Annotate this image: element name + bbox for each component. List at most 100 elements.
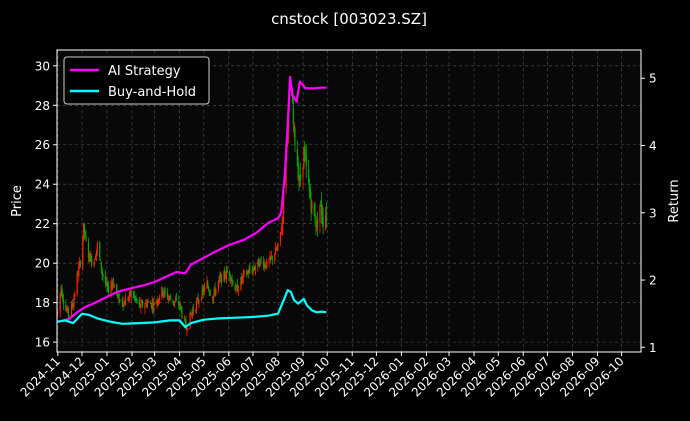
- candle-body: [157, 300, 159, 302]
- candle-body: [59, 293, 61, 313]
- candle-body: [266, 261, 268, 269]
- candle-body: [110, 285, 112, 293]
- candle-body: [260, 259, 262, 261]
- candle-body: [138, 300, 140, 305]
- candle-body: [136, 299, 138, 302]
- candle-body: [236, 285, 238, 287]
- candle-body: [179, 303, 181, 306]
- candle-body: [325, 213, 328, 220]
- candle-body: [320, 201, 322, 203]
- candle-body: [231, 279, 233, 280]
- candle-body: [145, 302, 147, 305]
- candle-body: [237, 284, 239, 292]
- candle-body: [195, 301, 198, 310]
- candle-body: [158, 299, 160, 304]
- candle-body: [274, 254, 276, 261]
- candle-body: [72, 305, 74, 308]
- candle-body: [60, 287, 62, 293]
- candle-body: [77, 274, 79, 276]
- candle-body: [181, 310, 183, 318]
- candle-body: [139, 304, 141, 308]
- candle-body: [108, 286, 110, 293]
- candle-body: [129, 290, 132, 296]
- candle-body: [245, 272, 248, 275]
- candle-body: [116, 284, 118, 294]
- candle-body: [191, 313, 193, 315]
- candle-body: [254, 268, 256, 270]
- candle-body: [73, 298, 75, 307]
- candle-body: [186, 330, 188, 332]
- candle-body: [218, 277, 220, 281]
- candle-body: [163, 290, 165, 295]
- candle-body: [104, 275, 106, 284]
- candle-body: [174, 301, 176, 303]
- y-tick-label-price: 20: [35, 257, 50, 271]
- candle-body: [117, 295, 119, 296]
- candle-body: [124, 298, 127, 306]
- candle-body: [304, 150, 306, 154]
- candle-body: [184, 319, 186, 322]
- candle-body: [124, 302, 126, 305]
- candle-body: [202, 289, 204, 291]
- candle-body: [281, 223, 283, 230]
- y-axis-label-price: Price: [10, 185, 25, 217]
- y-tick-label-price: 24: [35, 178, 50, 192]
- candle-body: [175, 298, 177, 301]
- candle-body: [66, 307, 69, 312]
- y-tick-label-price: 22: [35, 217, 50, 231]
- candle-body: [313, 204, 315, 217]
- candle-body: [183, 318, 186, 320]
- candle-body: [70, 303, 73, 317]
- candle-body: [241, 276, 244, 280]
- candle-body: [106, 281, 108, 287]
- candle-body: [230, 279, 232, 282]
- candle-body: [220, 275, 222, 279]
- candle-body: [304, 154, 307, 158]
- candle-body: [270, 256, 273, 258]
- candle-body: [187, 328, 189, 330]
- candle-body: [144, 305, 146, 308]
- candle-body: [82, 238, 84, 267]
- candle-body: [101, 270, 103, 275]
- candle-body: [197, 297, 199, 303]
- candle-body: [292, 106, 294, 124]
- candle-body: [62, 299, 65, 304]
- candle-body: [308, 185, 311, 192]
- candle-body: [204, 286, 206, 292]
- candle-body: [61, 287, 63, 295]
- candle-body: [235, 286, 237, 292]
- y-tick-label-return: 1: [649, 341, 657, 355]
- candle-body: [280, 230, 282, 234]
- candle-body: [141, 302, 143, 303]
- candle-body: [174, 300, 177, 302]
- candle-body: [215, 288, 217, 295]
- candle-body: [263, 263, 265, 269]
- candle-body: [78, 261, 81, 266]
- candle-body: [270, 255, 272, 258]
- y-tick-label-return: 4: [649, 139, 657, 153]
- candle-body: [189, 312, 191, 329]
- candle-body: [247, 273, 249, 275]
- y-axis-label-return: Return: [667, 179, 682, 222]
- candle-body: [102, 274, 104, 277]
- candle-body: [66, 310, 68, 312]
- candle-body: [269, 256, 271, 260]
- candle-body: [107, 286, 109, 288]
- candle-body: [303, 148, 305, 170]
- candle-body: [316, 220, 318, 228]
- candle-body: [161, 286, 163, 298]
- candle-body: [198, 300, 200, 303]
- candle-body: [150, 303, 152, 308]
- y-tick-label-price: 16: [35, 336, 50, 350]
- candle-body: [264, 264, 266, 267]
- candle-body: [251, 270, 253, 273]
- candle-body: [320, 202, 323, 216]
- candle-body: [234, 285, 236, 291]
- candle-body: [248, 269, 250, 274]
- candle-body: [258, 264, 261, 267]
- candle-body: [76, 273, 78, 295]
- candle-body: [128, 296, 130, 299]
- candle-body: [229, 271, 231, 277]
- series-line-ai-strategy: [57, 75, 327, 323]
